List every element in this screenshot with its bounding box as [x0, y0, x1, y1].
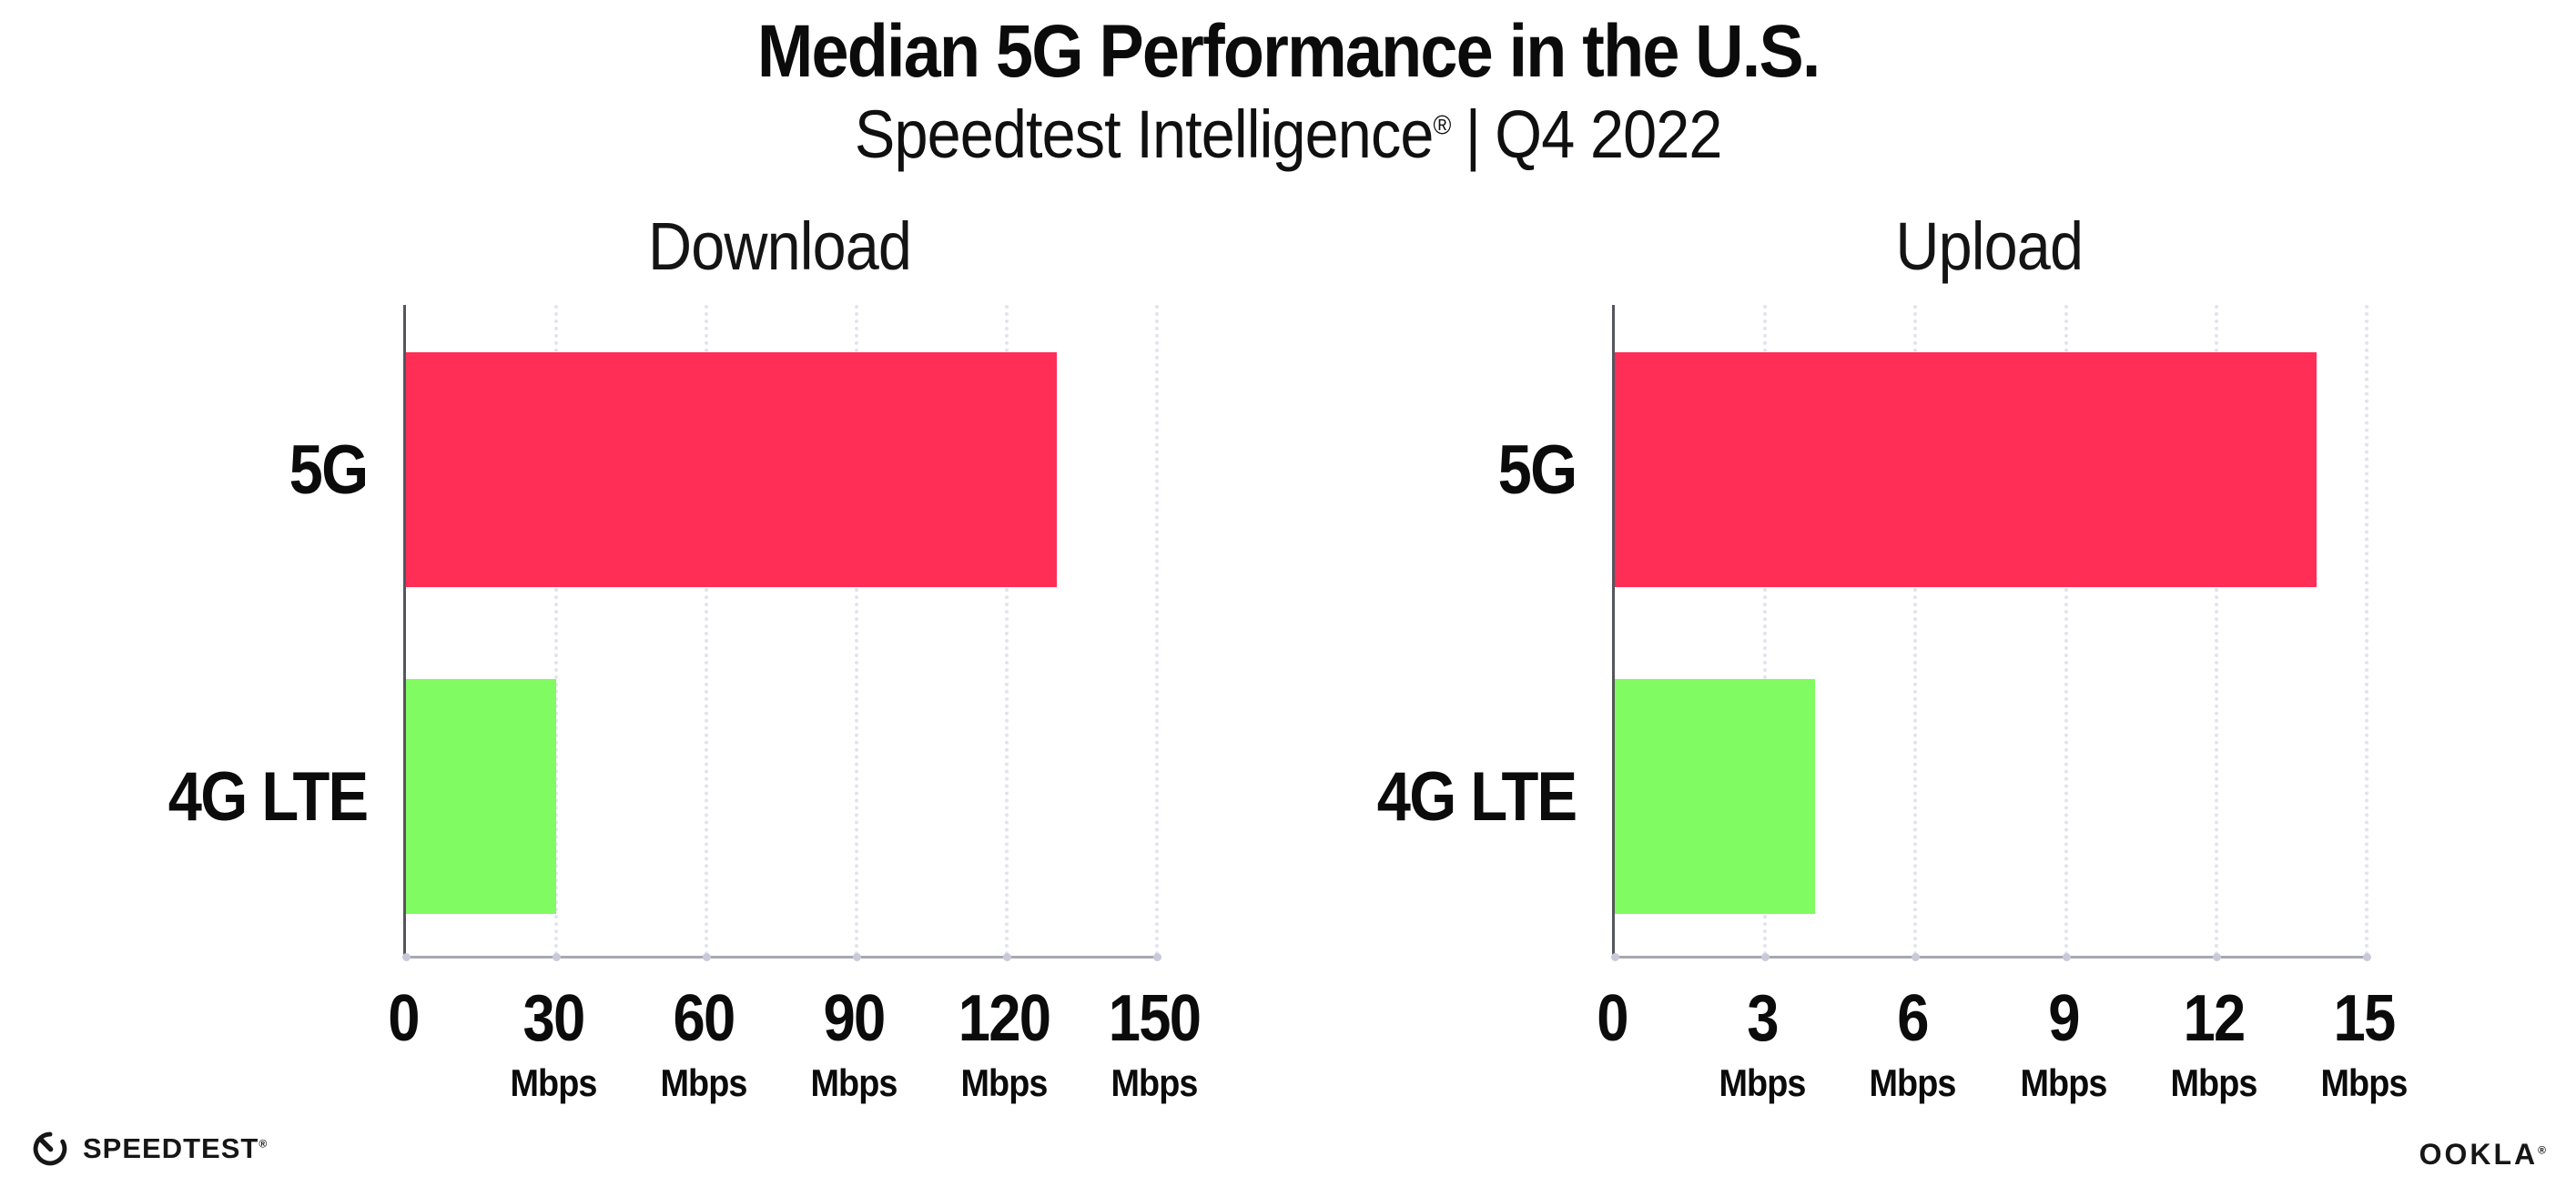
axis-tick-dot — [1003, 953, 1011, 961]
axis-tick-dot — [2212, 953, 2221, 961]
gridline — [705, 305, 708, 956]
x-tick-label: 90 Mbps — [810, 982, 898, 1104]
panel-title-upload: Upload — [1895, 208, 2084, 284]
axis-tick-dot — [402, 953, 411, 961]
x-tick-label: 0 — [388, 982, 420, 1055]
axis-tick-dot — [703, 953, 711, 961]
plot-area-download — [402, 305, 1161, 961]
speedtest-wordmark: SPEEDTEST® — [83, 1132, 269, 1164]
subtitle-separator: | — [1465, 96, 1480, 172]
x-tick-label: 150 Mbps — [1108, 982, 1202, 1104]
bar-5g — [1615, 352, 2317, 587]
registered-mark-icon: ® — [1433, 110, 1451, 141]
x-tick-label: 30 Mbps — [510, 982, 597, 1104]
ookla-logo: OOKLA® — [2419, 1138, 2546, 1171]
axis-tick-dot — [2363, 953, 2371, 961]
axis-tick-dot — [1761, 953, 1770, 961]
axis-tick-dot — [1611, 953, 1619, 961]
panel-title-download: Download — [648, 208, 912, 284]
bar-5g — [406, 352, 1057, 587]
gridline — [855, 305, 858, 956]
gridline — [554, 305, 558, 956]
speedtest-logo: SPEEDTEST® — [30, 1127, 268, 1171]
category-label-4g-lte: 4G LTE — [167, 757, 368, 836]
axis-tick-dot — [553, 953, 561, 961]
page-subtitle: Speedtest Intelligence® | Q4 2022 — [0, 96, 2576, 173]
axis-tick-dot — [1153, 953, 1161, 961]
bar-4g-lte — [1615, 679, 1816, 914]
x-tick-label: 9 Mbps — [2020, 982, 2107, 1104]
registered-mark-icon: ® — [2538, 1143, 2546, 1157]
page-title: Median 5G Performance in the U.S. — [0, 9, 2576, 95]
category-label-5g: 5G — [289, 431, 368, 509]
subtitle-brand: Speedtest Intelligence — [854, 96, 1434, 172]
page-title-text: Median 5G Performance in the U.S. — [756, 10, 1821, 93]
gauge-needle — [38, 1137, 54, 1152]
gridline — [2365, 305, 2368, 956]
category-label-4g-lte: 4G LTE — [1376, 757, 1577, 836]
x-tick-label: 15 Mbps — [2320, 982, 2408, 1104]
gridline — [1005, 305, 1009, 956]
gridline — [1763, 305, 1768, 956]
x-tick-label: 12 Mbps — [2170, 982, 2257, 1104]
plot-area-upload — [1611, 305, 2371, 961]
speedtest-gauge-icon — [33, 1131, 67, 1166]
bar-4g-lte — [406, 679, 556, 914]
gridline — [1155, 305, 1159, 956]
registered-mark-icon: ® — [259, 1137, 269, 1151]
gridline — [2064, 305, 2068, 956]
category-label-5g: 5G — [1497, 431, 1577, 509]
gridline — [2214, 305, 2218, 956]
axis-tick-dot — [1912, 953, 1921, 961]
axis-tick-dot — [2062, 953, 2071, 961]
gridline — [1913, 305, 1918, 956]
x-tick-label: 3 Mbps — [1719, 982, 1807, 1104]
x-tick-label: 60 Mbps — [660, 982, 747, 1104]
x-tick-label: 6 Mbps — [1869, 982, 1957, 1104]
axis-tick-dot — [853, 953, 861, 961]
x-tick-label: 0 — [1597, 982, 1628, 1055]
subtitle-period: Q4 2022 — [1495, 96, 1722, 172]
x-tick-label: 120 Mbps — [958, 982, 1051, 1104]
